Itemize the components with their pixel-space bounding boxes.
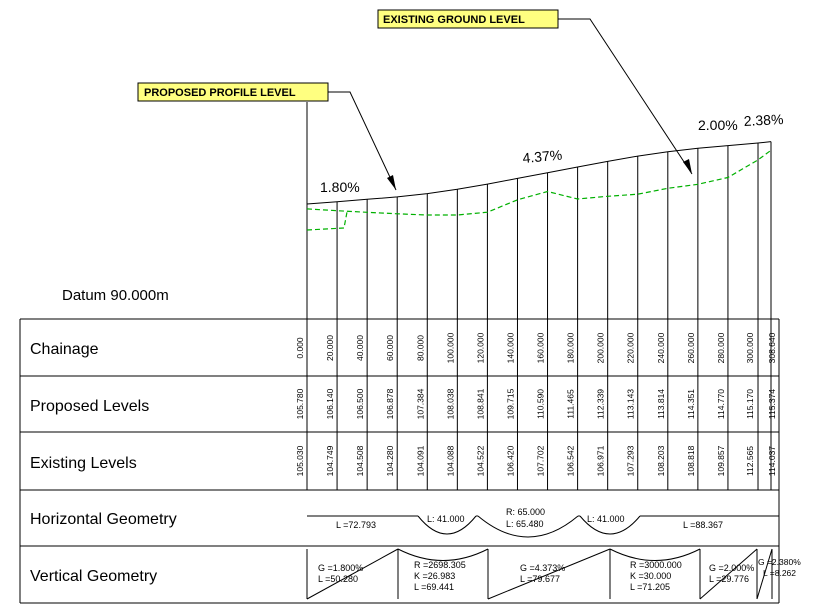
proposed-profile-line xyxy=(306,141,772,205)
callout-existing-arrowhead xyxy=(683,159,692,174)
existing-value: 108.203 xyxy=(656,445,666,476)
vg-grade-4: G =2.380% xyxy=(758,557,801,567)
chainage-value: 200.000 xyxy=(596,332,606,363)
chainage-value: 308.640 xyxy=(767,332,777,363)
row-label-horizontal: Horizontal Geometry xyxy=(30,511,177,528)
existing-value: 107.702 xyxy=(536,445,546,476)
proposed-value: 106.140 xyxy=(325,388,335,419)
existing-value: 104.091 xyxy=(415,445,425,476)
data-table xyxy=(19,318,780,604)
vg-length-3: L =29.776 xyxy=(709,574,749,584)
callout-existing-label: EXISTING GROUND LEVEL xyxy=(383,14,525,26)
existing-ground-line xyxy=(306,149,772,216)
proposed-value: 114.351 xyxy=(686,389,696,419)
existing-value: 109.857 xyxy=(716,445,726,476)
vg-grade-2: G =4.373% xyxy=(520,563,565,573)
station-values: 0.000 105.780 105.030 20.000 106.140 104.749 4… xyxy=(295,332,777,476)
proposed-value: 106.500 xyxy=(355,388,365,419)
chainage-value: 260.000 xyxy=(686,332,696,363)
existing-value: 106.420 xyxy=(505,445,515,476)
grade-label-2: 4.37% xyxy=(522,147,563,166)
proposed-value: 109.715 xyxy=(505,388,515,419)
chainage-value: 220.000 xyxy=(626,332,636,363)
existing-value: 104.749 xyxy=(325,445,335,476)
proposed-value: 114.770 xyxy=(716,389,726,419)
existing-ground-spur xyxy=(306,211,348,231)
grade-label-3: 2.00% xyxy=(698,117,738,133)
proposed-value: 115.374 xyxy=(767,389,777,419)
datum-label: Datum 90.000m xyxy=(62,287,169,304)
row-label-existing: Existing Levels xyxy=(30,455,137,472)
hg-tangent-1-length: L =72.793 xyxy=(336,520,376,530)
vertical-geometry xyxy=(306,548,773,600)
existing-value: 107.293 xyxy=(626,445,636,476)
proposed-value: 113.143 xyxy=(626,389,636,419)
existing-value: 104.280 xyxy=(385,445,395,476)
callout-proposed: PROPOSED PROFILE LEVEL xyxy=(137,82,397,191)
chainage-value: 0.000 xyxy=(295,337,305,359)
chainage-value: 180.000 xyxy=(566,332,576,363)
hg-curve-1-length: L: 41.000 xyxy=(427,514,465,524)
vg-k-2: K =30.000 xyxy=(630,571,671,581)
chainage-value: 40.000 xyxy=(355,335,365,361)
existing-value: 105.030 xyxy=(295,445,305,476)
vg-radius-1: R =2698.305 xyxy=(414,560,466,570)
vg-k-1: K =26.983 xyxy=(414,571,455,581)
existing-value: 108.818 xyxy=(686,445,696,476)
hg-curve-2-radius: R: 65.000 xyxy=(506,507,545,517)
vg-grade-3: G =2.000% xyxy=(709,563,754,573)
existing-value: 112.565 xyxy=(745,446,755,476)
callout-proposed-label: PROPOSED PROFILE LEVEL xyxy=(144,87,296,99)
proposed-value: 108.038 xyxy=(445,388,455,419)
row-label-vertical: Vertical Geometry xyxy=(30,568,157,585)
proposed-value: 111.465 xyxy=(566,389,576,419)
proposed-value: 105.780 xyxy=(295,388,305,419)
vg-grade-1: G =1.800% xyxy=(318,563,363,573)
proposed-value: 107.384 xyxy=(415,388,425,419)
chainage-value: 20.000 xyxy=(325,335,335,361)
existing-value: 104.088 xyxy=(445,445,455,476)
proposed-value: 108.841 xyxy=(475,388,485,419)
proposed-value: 112.339 xyxy=(596,389,606,419)
vg-radius-2: R =3000.000 xyxy=(630,560,682,570)
proposed-value: 113.814 xyxy=(656,389,666,419)
existing-value: 114.037 xyxy=(767,446,777,476)
proposed-value: 110.590 xyxy=(536,389,546,419)
existing-value: 104.522 xyxy=(475,445,485,476)
row-label-chainage: Chainage xyxy=(30,341,99,358)
vg-length-4: L =8.262 xyxy=(763,568,796,578)
row-label-proposed: Proposed Levels xyxy=(30,398,149,415)
grade-label-4: 2.38% xyxy=(743,111,783,129)
vg-length-1: L =50.280 xyxy=(318,574,358,584)
callout-existing: EXISTING GROUND LEVEL xyxy=(377,9,693,175)
chainage-value: 80.000 xyxy=(415,335,425,361)
vg-length-crest-1: L =69.441 xyxy=(414,582,454,592)
existing-value: 106.971 xyxy=(596,445,606,476)
chainage-value: 300.000 xyxy=(745,332,755,363)
grade-label-1: 1.80% xyxy=(320,179,360,195)
chainage-value: 280.000 xyxy=(716,332,726,363)
chainage-value: 60.000 xyxy=(385,335,395,361)
hg-curve-3-length: L: 41.000 xyxy=(587,514,625,524)
chainage-value: 120.000 xyxy=(475,332,485,363)
chainage-value: 140.000 xyxy=(505,332,515,363)
proposed-value: 115.170 xyxy=(745,389,755,419)
vg-length-crest-2: L =71.205 xyxy=(630,582,670,592)
chainage-value: 160.000 xyxy=(536,332,546,363)
proposed-value: 106.878 xyxy=(385,388,395,419)
chainage-value: 100.000 xyxy=(445,332,455,363)
existing-value: 106.542 xyxy=(566,445,576,476)
vg-length-2: L =79.677 xyxy=(520,574,560,584)
horizontal-geometry xyxy=(307,515,779,538)
hg-tangent-2-length: L =88.367 xyxy=(683,520,723,530)
chainage-value: 240.000 xyxy=(656,332,666,363)
callout-proposed-arrowhead xyxy=(387,175,396,190)
hg-curve-2-length: L: 65.480 xyxy=(506,519,544,529)
existing-value: 104.508 xyxy=(355,445,365,476)
